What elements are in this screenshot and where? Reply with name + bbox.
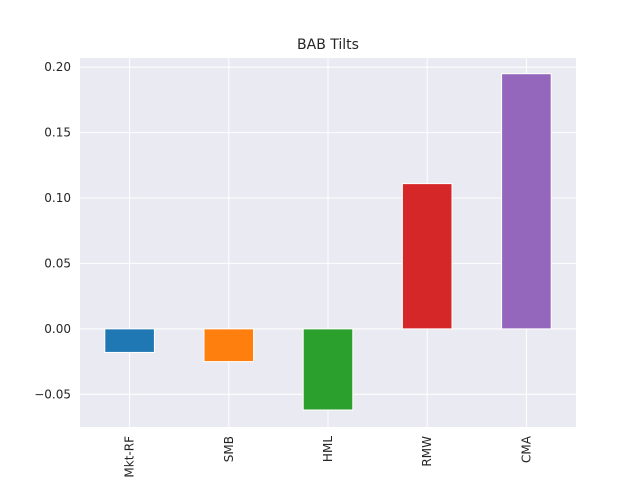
chart-title: BAB Tilts (297, 37, 359, 53)
x-tick-labels: Mkt-RF SMB HML RMW CMA (123, 435, 534, 477)
x-tick-label: SMB (222, 436, 236, 462)
y-tick-label: 0.00 (44, 322, 71, 336)
bar-smb (203, 328, 255, 363)
x-tick-label: Mkt-RF (123, 436, 137, 478)
bar-cma (501, 73, 552, 330)
x-tick-label: RMW (420, 436, 434, 467)
x-tick-label: CMA (519, 435, 533, 463)
y-tick-labels: −0.05 0.00 0.05 0.10 0.15 0.20 (34, 60, 71, 401)
y-tick-label: −0.05 (34, 387, 71, 401)
bars (104, 73, 552, 411)
y-tick-label: 0.15 (44, 126, 71, 140)
bar-mkt-rf (104, 328, 155, 353)
y-tick-label: 0.10 (44, 191, 71, 205)
y-tick-label: 0.20 (44, 60, 71, 74)
x-tick-label: HML (321, 436, 335, 462)
bar-rmw (401, 183, 453, 330)
y-tick-label: 0.05 (44, 256, 71, 270)
bar-hml (302, 328, 354, 411)
